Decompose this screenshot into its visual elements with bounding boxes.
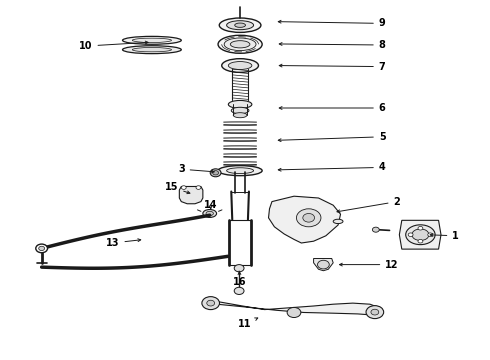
- Circle shape: [234, 287, 244, 294]
- Ellipse shape: [406, 225, 435, 245]
- Ellipse shape: [203, 210, 217, 217]
- Text: 1: 1: [430, 231, 459, 241]
- Circle shape: [39, 246, 45, 251]
- Ellipse shape: [224, 38, 256, 50]
- Polygon shape: [269, 196, 341, 243]
- Circle shape: [296, 209, 321, 227]
- Ellipse shape: [231, 107, 249, 114]
- Circle shape: [213, 171, 219, 175]
- Text: 4: 4: [278, 162, 386, 172]
- Circle shape: [234, 265, 244, 272]
- Circle shape: [366, 306, 384, 319]
- Polygon shape: [206, 302, 382, 315]
- Text: 5: 5: [278, 132, 386, 142]
- Ellipse shape: [226, 21, 254, 30]
- Ellipse shape: [218, 166, 262, 176]
- Circle shape: [428, 233, 433, 237]
- Ellipse shape: [412, 229, 429, 240]
- Circle shape: [303, 213, 315, 222]
- Text: 11: 11: [238, 318, 258, 329]
- Text: 15: 15: [165, 182, 190, 194]
- Circle shape: [418, 239, 423, 243]
- Circle shape: [418, 226, 423, 230]
- Ellipse shape: [132, 48, 172, 52]
- Text: 10: 10: [79, 41, 148, 51]
- Ellipse shape: [228, 100, 252, 108]
- Ellipse shape: [132, 38, 172, 42]
- Circle shape: [207, 300, 215, 306]
- Polygon shape: [314, 258, 333, 271]
- Circle shape: [318, 260, 329, 269]
- Text: 9: 9: [278, 18, 386, 28]
- Text: 12: 12: [340, 260, 399, 270]
- Circle shape: [210, 169, 221, 177]
- Ellipse shape: [233, 113, 247, 118]
- Text: 6: 6: [279, 103, 386, 113]
- Text: 13: 13: [106, 238, 141, 248]
- Circle shape: [36, 244, 48, 253]
- Circle shape: [372, 227, 379, 232]
- Ellipse shape: [226, 168, 254, 174]
- Circle shape: [196, 186, 201, 189]
- Ellipse shape: [220, 18, 261, 32]
- Ellipse shape: [122, 46, 181, 54]
- Circle shape: [181, 186, 186, 189]
- Ellipse shape: [333, 219, 343, 224]
- Text: 16: 16: [233, 271, 247, 287]
- Text: 14: 14: [204, 200, 218, 210]
- Ellipse shape: [230, 41, 250, 48]
- Circle shape: [287, 307, 301, 318]
- Ellipse shape: [206, 211, 214, 216]
- Circle shape: [202, 297, 220, 310]
- Ellipse shape: [235, 23, 245, 27]
- Ellipse shape: [218, 35, 262, 53]
- Polygon shape: [399, 220, 441, 249]
- Text: 8: 8: [279, 40, 386, 50]
- Ellipse shape: [122, 36, 181, 44]
- Ellipse shape: [221, 59, 259, 72]
- Circle shape: [371, 309, 379, 315]
- Text: 7: 7: [279, 62, 386, 72]
- Text: 3: 3: [178, 164, 214, 174]
- Text: 2: 2: [337, 197, 400, 213]
- Circle shape: [408, 233, 413, 237]
- Polygon shape: [179, 186, 203, 204]
- Ellipse shape: [228, 62, 252, 69]
